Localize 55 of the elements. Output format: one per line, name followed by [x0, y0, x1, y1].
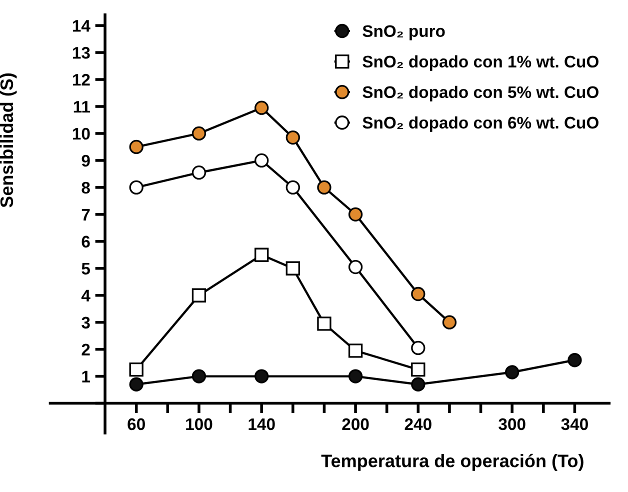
- point: [348, 369, 363, 384]
- y-tick-label: 9: [82, 154, 90, 167]
- point: [192, 369, 206, 384]
- point: [348, 207, 363, 222]
- y-axis-title: Sensibilidad (S): [0, 73, 17, 208]
- point: [192, 166, 206, 180]
- point: [192, 288, 206, 302]
- point: [286, 261, 300, 276]
- point: [317, 316, 332, 331]
- x-axis-title: Temperatura de operación (To): [321, 454, 584, 471]
- point: [254, 248, 269, 262]
- y-tick-label: 13: [72, 46, 90, 59]
- y-tick-label: 14: [72, 20, 90, 32]
- x-tick-label: 200: [342, 418, 369, 430]
- point: [129, 140, 144, 154]
- x-tick-label: 300: [498, 418, 526, 430]
- x-tick-label: 60: [128, 418, 145, 430]
- point: [286, 130, 300, 145]
- y-tick-label: 2: [82, 344, 90, 356]
- point: [568, 353, 582, 368]
- y-tick-label: 4: [81, 290, 90, 302]
- point: [411, 340, 426, 356]
- point: [192, 126, 206, 141]
- point: [286, 180, 300, 195]
- y-tick-label: 6: [82, 236, 90, 248]
- point: [348, 260, 363, 274]
- x-tick-label: 100: [186, 418, 212, 430]
- point: [411, 362, 426, 377]
- point: [411, 286, 426, 302]
- point: [129, 377, 144, 392]
- y-tick-label: 1: [82, 370, 90, 382]
- y-tick-label: 12: [72, 74, 90, 86]
- y-tick-label: 11: [74, 101, 90, 113]
- point: [129, 362, 144, 377]
- y-tick-label: 8: [82, 182, 90, 194]
- point: [411, 377, 426, 392]
- y-tick-label: 5: [82, 262, 90, 275]
- point: [348, 344, 363, 358]
- point: [254, 153, 269, 168]
- y-tick-label: 3: [82, 316, 90, 329]
- legend-label: SnO₂ dopado con 6% wt. CuO: [362, 116, 598, 132]
- point: [317, 180, 332, 195]
- y-tick-label: 10: [72, 128, 90, 140]
- point: [442, 315, 457, 330]
- legend-label: SnO₂ puro: [362, 25, 445, 40]
- point: [254, 369, 269, 384]
- point: [505, 365, 520, 380]
- y-tick-label: 7: [82, 208, 90, 220]
- legend-label: SnO₂ dopado con 5% wt. CuO: [362, 86, 598, 102]
- point: [129, 180, 144, 195]
- x-tick-label: 140: [248, 418, 275, 430]
- x-tick-label: 240: [404, 418, 432, 430]
- legend-label: SnO₂ dopado con 1% wt. CuO: [362, 55, 598, 71]
- point: [254, 100, 269, 115]
- x-tick-label: 340: [561, 418, 588, 430]
